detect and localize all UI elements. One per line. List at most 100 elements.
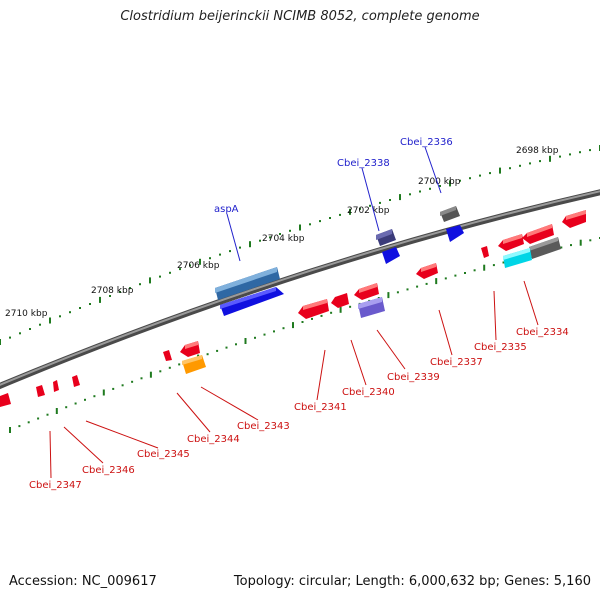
leader-cbei-2344 (176, 392, 211, 433)
gene-red-13[interactable] (36, 385, 45, 397)
inner-tick-9 (93, 395, 96, 398)
leader-cbei-2335 (493, 290, 497, 341)
label-cbei-2343[interactable]: Cbei_2343 (237, 421, 290, 432)
leader-cbei-2338 (361, 167, 380, 232)
inner-tick-30 (292, 322, 294, 329)
outer-tick-46 (459, 179, 461, 182)
inner-tick-41 (396, 291, 399, 294)
gene-red-11[interactable] (72, 375, 80, 387)
inner-tick-13 (131, 380, 134, 383)
inner-tick-22 (216, 349, 219, 352)
label-cbei-2340[interactable]: Cbei_2340 (342, 387, 395, 398)
inner-tick-7 (74, 402, 77, 405)
outer-tick-42 (419, 190, 421, 193)
outer-tick-22 (219, 253, 221, 256)
label-cbei-2344[interactable]: Cbei_2344 (187, 434, 240, 445)
label-cbei-2341[interactable]: Cbei_2341 (294, 402, 347, 413)
outer-tick-56 (559, 155, 561, 158)
outer-tick-49 (489, 172, 491, 175)
gene-blue-arrow-1[interactable] (446, 225, 464, 242)
inner-tick-45 (435, 278, 438, 285)
accession-text: Accession: NC_009617 (9, 574, 157, 589)
inner-tick-32 (311, 317, 313, 320)
inner-tick-3 (37, 417, 40, 420)
inner-tick-61 (589, 239, 592, 242)
label-cbei-2334[interactable]: Cbei_2334 (516, 327, 569, 338)
gene-red-12[interactable] (53, 380, 59, 392)
outer-tick-18 (179, 268, 181, 271)
label-cbei-2345[interactable]: Cbei_2345 (137, 449, 190, 460)
inner-tick-40 (387, 292, 390, 299)
outer-tick-57 (569, 153, 571, 156)
outer-tick-8 (79, 307, 81, 309)
leader-cbei-2346 (63, 426, 104, 464)
gene-red-14[interactable] (0, 393, 11, 407)
outer-tick-9 (89, 303, 91, 305)
inner-tick-2 (27, 421, 30, 424)
outer-tick-40 (399, 194, 401, 201)
outer-tick-48 (479, 174, 481, 177)
inner-tick-17 (168, 366, 171, 369)
inner-tick-24 (235, 343, 237, 346)
outer-tick-52 (519, 164, 521, 167)
inner-tick-16 (159, 370, 162, 373)
label-cbei-2338[interactable]: Cbei_2338 (337, 158, 390, 169)
outer-tick-38 (379, 201, 381, 204)
outer-tick-10 (99, 296, 101, 303)
inner-tick-11 (112, 387, 115, 390)
gene-red-10[interactable] (163, 350, 172, 361)
inner-tick-15 (149, 371, 152, 378)
leader-cbei-2340 (350, 339, 367, 386)
label-cbei-2346[interactable]: Cbei_2346 (82, 465, 135, 476)
gene-red-4[interactable] (481, 246, 489, 258)
outer-tick-17 (169, 271, 171, 274)
inner-tick-8 (84, 398, 86, 401)
outer-tick-20 (199, 258, 201, 265)
label-cbei-2339[interactable]: Cbei_2339 (387, 372, 440, 383)
outer-tick-43 (429, 187, 431, 190)
ruler-label-2708: 2708 kbp (91, 286, 134, 296)
ruler-label-2700: 2700 kbp (418, 177, 461, 187)
outer-tick-28 (279, 233, 281, 235)
inner-tick-52 (502, 261, 505, 264)
inner-tick-28 (273, 330, 275, 333)
ruler-label-2710: 2710 kbp (5, 309, 48, 319)
leader-cbei-2343 (200, 386, 259, 421)
outer-tick-50 (499, 167, 501, 174)
map-title: Clostridium beijerinckii NCIMB 8052, com… (120, 9, 480, 24)
inner-tick-10 (102, 389, 105, 396)
label-cbei-2335[interactable]: Cbei_2335 (474, 342, 527, 353)
inner-tick-36 (349, 305, 352, 308)
outer-tick-51 (509, 167, 511, 170)
inner-tick-42 (406, 288, 409, 291)
outer-tick-34 (339, 213, 341, 216)
outer-tick-13 (129, 287, 131, 290)
label-aspa[interactable]: aspA (214, 204, 239, 215)
inner-tick-46 (444, 277, 447, 280)
outer-tick-0 (0, 339, 1, 345)
gene-red-7[interactable] (331, 293, 349, 308)
inner-tick-58 (560, 246, 563, 249)
outer-tick-55 (549, 155, 551, 162)
outer-tick-59 (589, 149, 591, 152)
label-cbei-2347[interactable]: Cbei_2347 (29, 480, 82, 491)
outer-tick-44 (439, 185, 441, 187)
inner-tick-6 (65, 406, 68, 409)
ruler-label-2706: 2706 kbp (177, 261, 220, 271)
label-cbei-2337[interactable]: Cbei_2337 (430, 357, 483, 368)
inner-tick-44 (425, 282, 428, 285)
leader-cbei-2341 (316, 349, 326, 401)
label-cbei-2336[interactable]: Cbei_2336 (400, 137, 453, 148)
ruler-label-2704: 2704 kbp (262, 234, 305, 244)
topology-text: Topology: circular; Length: 6,000,632 bp… (233, 574, 591, 589)
gene-blue-arrow-2[interactable] (382, 247, 400, 264)
inner-tick-25 (244, 338, 247, 344)
gene-blue-arrow-3[interactable] (220, 287, 284, 316)
leader-cbei-2336 (424, 146, 442, 194)
leader-cbei-2339 (376, 329, 406, 370)
outer-tick-30 (299, 224, 301, 231)
inner-tick-33 (320, 314, 323, 317)
outer-tick-33 (329, 217, 331, 219)
outer-tick-24 (239, 246, 241, 249)
